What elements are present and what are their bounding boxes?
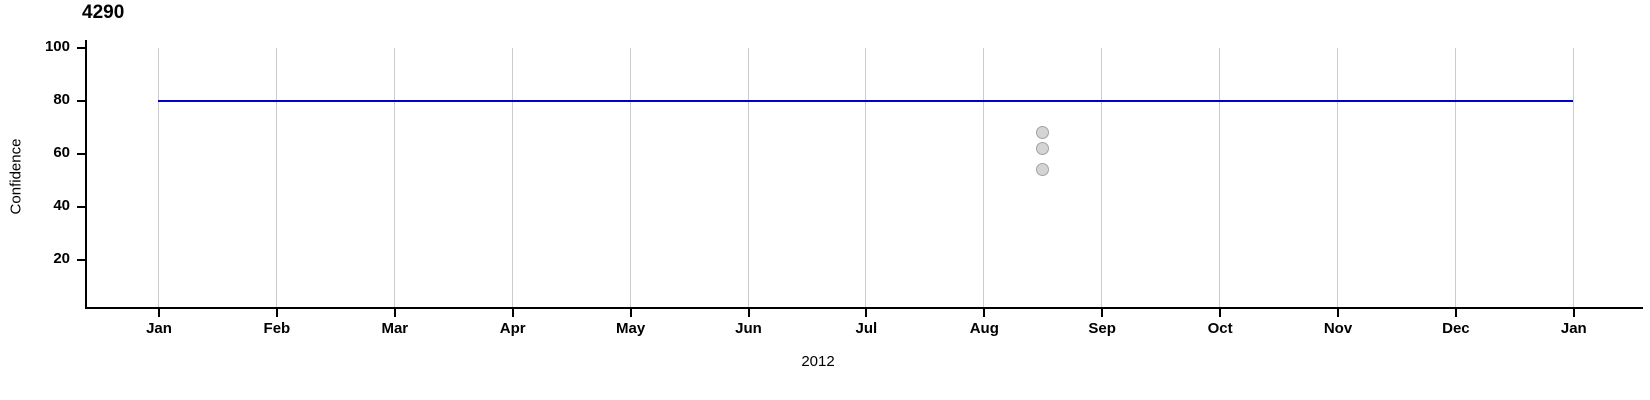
x-axis-tick — [1219, 309, 1222, 317]
data-point[interactable] — [1035, 142, 1049, 156]
x-axis-tick — [158, 309, 160, 317]
x-axis-tick-label: Jan — [1560, 320, 1587, 337]
y-axis-tick-label: 60 — [53, 144, 70, 161]
gridline — [865, 48, 867, 307]
x-axis-tick — [1337, 309, 1339, 317]
x-axis-tick-label: May — [616, 320, 646, 337]
y-axis-tick — [77, 47, 85, 49]
x-axis-tick — [983, 309, 986, 317]
gridline — [747, 48, 749, 307]
x-axis-tick-label: Jan — [146, 320, 172, 337]
chart-title: 4290 — [82, 2, 125, 23]
x-axis-tick-label: Jun — [735, 320, 762, 337]
x-axis-tick — [747, 309, 750, 317]
x-axis-tick — [511, 309, 514, 317]
x-axis-tick — [393, 309, 396, 317]
gridline — [1454, 48, 1456, 307]
gridline — [1572, 48, 1574, 307]
y-axis-tick-label: 40 — [53, 197, 70, 214]
x-axis-tick — [1572, 309, 1575, 317]
gridline — [1337, 48, 1338, 307]
y-axis-line — [85, 40, 87, 308]
gridline — [511, 48, 513, 307]
x-axis-tick-label: Mar — [381, 320, 409, 337]
x-axis-tick-label: Jul — [855, 320, 878, 337]
x-axis-tick-label: Sep — [1088, 320, 1116, 337]
x-axis-label: 2012 — [801, 353, 835, 370]
x-axis-tick-label: Oct — [1207, 320, 1233, 337]
x-axis-tick — [1454, 309, 1457, 317]
y-axis-tick-label: 80 — [53, 91, 70, 108]
x-axis-tick — [629, 309, 632, 317]
y-axis-tick — [77, 206, 85, 208]
x-axis-tick — [1101, 309, 1104, 317]
x-axis-tick-label: Aug — [969, 320, 999, 337]
x-axis-tick-label: Nov — [1323, 320, 1353, 337]
y-axis-tick — [77, 259, 85, 261]
x-axis-line — [85, 307, 1643, 309]
x-axis-tick-label: Apr — [499, 320, 526, 337]
gridline — [1101, 48, 1103, 307]
gridline — [629, 48, 631, 307]
gridline — [393, 48, 395, 307]
gridline — [158, 48, 159, 307]
gridline — [1219, 48, 1221, 307]
threshold-line — [158, 100, 1573, 102]
y-axis-tick-label: 100 — [44, 38, 70, 55]
x-axis-tick — [865, 309, 868, 317]
y-axis-tick — [77, 100, 85, 102]
data-point[interactable] — [1035, 163, 1049, 177]
y-axis-tick-label: 20 — [53, 250, 70, 267]
x-axis-tick-label: Feb — [263, 320, 291, 337]
y-axis-tick — [77, 153, 85, 155]
data-point[interactable] — [1035, 126, 1049, 140]
gridline — [983, 48, 985, 307]
x-axis-tick-label: Dec — [1442, 320, 1470, 337]
gridline — [275, 48, 277, 307]
x-axis-tick — [275, 309, 278, 317]
